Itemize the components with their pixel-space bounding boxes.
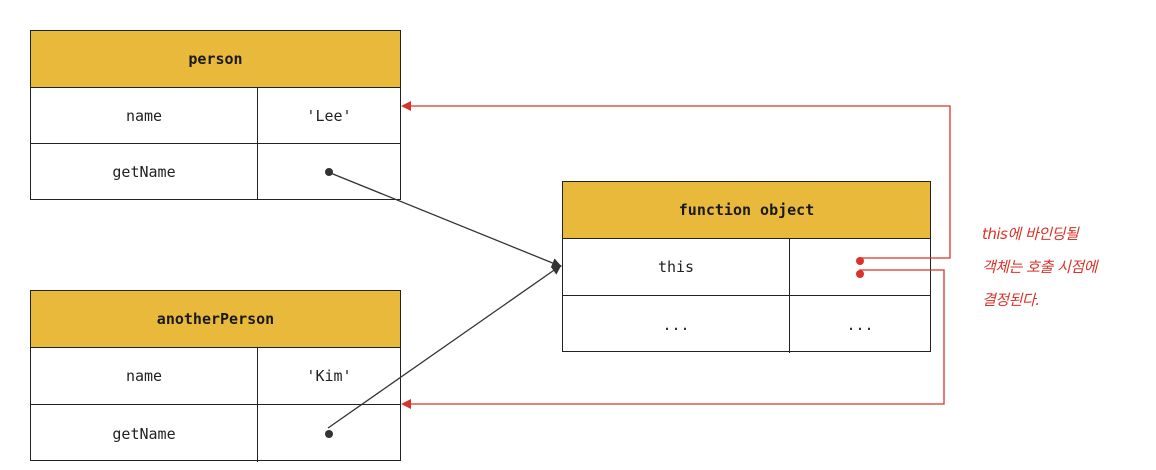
- note-line: 객체는 호출 시점에: [982, 258, 1097, 276]
- person-header: person: [31, 31, 400, 88]
- another-person-row-name: name 'Kim': [31, 348, 400, 405]
- this-binding-dot-icon: [856, 256, 864, 265]
- note-line: 결정된다.: [982, 291, 1040, 309]
- person-getname-key: getName: [31, 144, 258, 200]
- another-person-row-getname: getName: [31, 405, 400, 462]
- another-person-getname-key: getName: [31, 405, 258, 462]
- person-name-value: 'Lee': [306, 106, 352, 125]
- function-object-this-ref: [790, 239, 930, 295]
- function-object-row-ellipsis: ... ...: [563, 296, 930, 353]
- function-object-row-this: this: [563, 239, 930, 296]
- another-person-header: anotherPerson: [31, 291, 400, 348]
- person-getname-ref: [258, 144, 400, 200]
- person-object-box: person name 'Lee' getName: [30, 30, 401, 200]
- another-person-name-value: 'Kim': [306, 367, 352, 385]
- note-line: this에 바인딩될: [982, 225, 1079, 243]
- person-row-getname: getName: [31, 144, 400, 200]
- reference-dot-icon: [325, 168, 333, 176]
- person-name-key: name: [31, 88, 258, 143]
- function-object-box: function object this ... ...: [562, 181, 931, 353]
- person-row-name: name 'Lee': [31, 88, 400, 144]
- reference-dot-icon: [325, 429, 333, 438]
- another-person-object-box: anotherPerson name 'Kim' getName: [30, 290, 401, 462]
- this-binding-note: this에 바인딩될 객체는 호출 시점에 결정된다.: [982, 218, 1152, 317]
- function-object-ellipsis-value: ...: [846, 315, 874, 334]
- function-object-header: function object: [563, 182, 930, 239]
- another-person-getname-ref: [258, 405, 400, 462]
- this-binding-dot-icon: [856, 269, 864, 278]
- another-person-name-key: name: [31, 348, 258, 404]
- function-object-ellipsis-key: ...: [563, 296, 790, 353]
- function-object-this-key: this: [563, 239, 790, 295]
